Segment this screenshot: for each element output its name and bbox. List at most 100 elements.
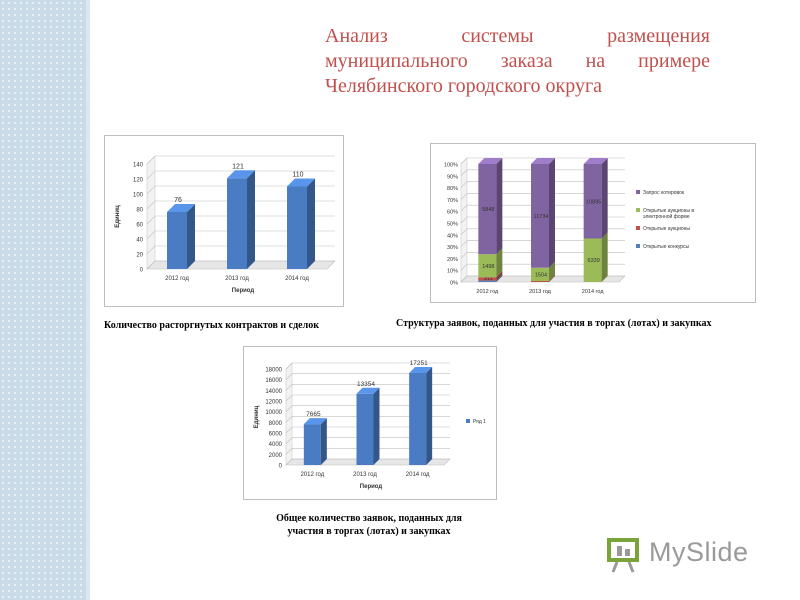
bar-side (247, 170, 255, 269)
stacked-segment-side (549, 158, 555, 268)
bar-top (167, 204, 195, 212)
data-label: 5848 (482, 207, 494, 213)
stacked-segment (583, 164, 602, 239)
legend-swatch (466, 419, 470, 423)
bar (287, 186, 307, 269)
data-label: 17251 (410, 360, 428, 367)
y-tick-label: 16000 (265, 378, 282, 384)
y-tick-label: 6000 (269, 432, 283, 438)
y-tick-label: 80% (447, 186, 458, 192)
stacked-segment-side (496, 158, 503, 255)
y-tick-label: 0 (140, 268, 144, 274)
stacked-segment-side (549, 275, 555, 282)
title-line-3: Челябинского городского округа (325, 75, 603, 97)
x-tick-label: 2013 год (353, 472, 377, 478)
gridline (460, 204, 625, 212)
data-label: 1504 (535, 272, 547, 278)
bar-top (287, 178, 315, 187)
y-tick-label: 8000 (269, 421, 283, 427)
data-label: 10895 (586, 199, 601, 205)
gridline (146, 155, 335, 165)
sidebar-edge (86, 0, 90, 600)
caption-chart-2: Структура заявок, поданных для участия в… (396, 318, 712, 329)
stacked-segment (531, 281, 549, 282)
chart-side-wall (285, 362, 293, 466)
gridline (285, 384, 450, 391)
gridline (460, 240, 625, 247)
caption-chart-3-line-2: участия в торгах (лотах) и закупках (287, 526, 451, 537)
x-tick-label: 2012 год (300, 472, 324, 478)
chart-applications-structure: 0%10%20%30%40%50%60%70%80%90%100%9321114… (430, 143, 756, 303)
chart-total-applications: 0 2000 4000 6000 8000 10000 12000 14000 16000 180… (243, 346, 497, 500)
gridline (285, 448, 450, 455)
gridline (460, 181, 625, 188)
bar-top (227, 170, 255, 179)
x-tick-label: 2012 год (165, 276, 189, 282)
y-axis-title: Единиц (115, 205, 121, 228)
gridline (285, 362, 450, 370)
y-tick-label: 40% (447, 233, 458, 239)
gridline (146, 215, 335, 225)
bar-side (373, 387, 380, 465)
y-tick-label: 0% (450, 281, 458, 287)
gridline (460, 252, 625, 259)
bar-top (409, 366, 433, 373)
stacked-segment-side (601, 232, 608, 282)
legend-label: Запрос котировок (643, 190, 685, 196)
gridline (285, 458, 450, 466)
stacked-segment (478, 164, 497, 255)
legend-swatch (636, 244, 640, 248)
stacked-segment (478, 254, 497, 278)
stacked-segment-side (601, 275, 608, 282)
x-tick-label: 2014 год (582, 289, 605, 295)
data-label: 110 (292, 172, 303, 179)
y-axis-title: Единиц (254, 405, 260, 428)
x-tick-label: 2014 год (406, 472, 430, 478)
logo-text: MySlide (649, 537, 749, 567)
stacked-bar-top (583, 158, 608, 164)
y-tick-label: 20 (136, 253, 143, 259)
caption-chart-1: Количество расторгнутых контрактов и сде… (104, 320, 319, 331)
x-tick-label: 2012 год (476, 289, 499, 295)
stacked-segment (583, 238, 602, 282)
bar-side (426, 366, 433, 465)
bar (167, 212, 187, 269)
bar (303, 424, 321, 465)
data-label: 11734 (534, 214, 549, 220)
x-axis-title: Период (360, 484, 383, 490)
stacked-segment (478, 280, 497, 282)
legend-swatch (636, 208, 640, 212)
gridline (460, 263, 625, 271)
bar-top (303, 418, 327, 425)
bar (409, 372, 427, 465)
data-label: 76 (174, 197, 182, 204)
y-tick-label: 50% (447, 222, 458, 228)
y-tick-label: 10000 (265, 410, 282, 416)
y-tick-label: 120 (133, 178, 144, 184)
stacked-segment (531, 164, 549, 268)
stacked-segment-side (496, 274, 503, 282)
gridline (285, 437, 450, 444)
legend-label: Открытые аукционы в (643, 208, 694, 214)
stacked-segment-side (496, 248, 503, 278)
gridline (285, 405, 450, 412)
gridline (460, 193, 625, 200)
gridline (146, 170, 335, 180)
stacked-segment-side (601, 158, 608, 239)
gridline (146, 185, 335, 195)
gridline (460, 157, 625, 165)
presentation-board-icon (607, 538, 639, 573)
legend-label: Открытые аукционы (643, 226, 690, 232)
y-tick-label: 70% (447, 198, 458, 204)
y-tick-label: 100 (133, 193, 144, 199)
gridline (460, 275, 625, 283)
y-tick-label: 80 (136, 208, 143, 214)
stacked-bar-top (478, 158, 503, 164)
legend-label: Ряд 1 (473, 419, 486, 425)
title-line-2: муниципального заказа на примере (325, 50, 710, 72)
bar-side (320, 418, 327, 465)
gridline (285, 373, 450, 380)
chart-total-applications-svg: 0 2000 4000 6000 8000 10000 12000 14000 16000 180… (254, 360, 486, 490)
myslide-logo: MySlide (605, 535, 775, 575)
gridline (146, 245, 335, 255)
